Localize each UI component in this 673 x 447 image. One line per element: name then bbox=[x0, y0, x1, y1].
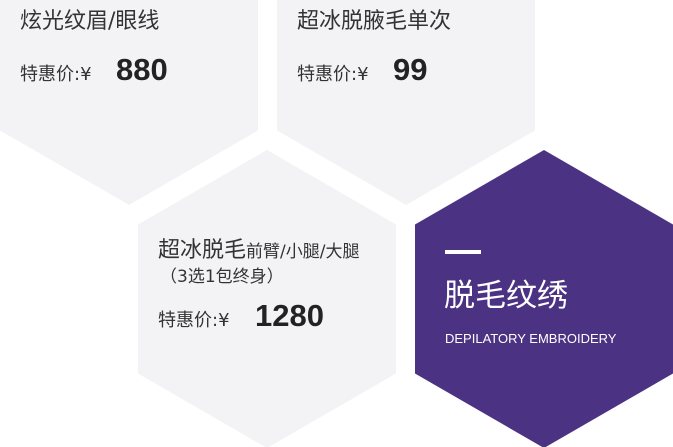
hex-card bbox=[0, 0, 258, 205]
card-title: 炫光纹眉/眼线 bbox=[20, 9, 159, 34]
price-label: 特惠价:¥ bbox=[20, 64, 92, 85]
featured-title: 脱毛纹绣 bbox=[444, 278, 568, 314]
price-label: 特惠价:¥ bbox=[158, 310, 230, 331]
card-title: 超冰脱毛前臂/小腿/大腿 bbox=[158, 238, 359, 263]
hex-card bbox=[138, 150, 396, 447]
hex-card bbox=[277, 0, 535, 205]
price: 880 bbox=[116, 52, 168, 87]
card-title-suffix: 前臂/小腿/大腿 bbox=[246, 242, 359, 262]
price-label: 特惠价:¥ bbox=[297, 64, 369, 85]
hex-featured[interactable] bbox=[415, 150, 673, 447]
accent-bar bbox=[445, 250, 481, 254]
card-subtitle: （3选1包终身） bbox=[160, 267, 284, 287]
price: 1280 bbox=[255, 298, 324, 333]
featured-subtitle: DEPILATORY EMBROIDERY bbox=[445, 331, 617, 346]
price: 99 bbox=[393, 52, 427, 87]
card-title: 超冰脱腋毛单次 bbox=[297, 9, 451, 34]
card-title-main: 超冰脱毛 bbox=[158, 238, 246, 263]
